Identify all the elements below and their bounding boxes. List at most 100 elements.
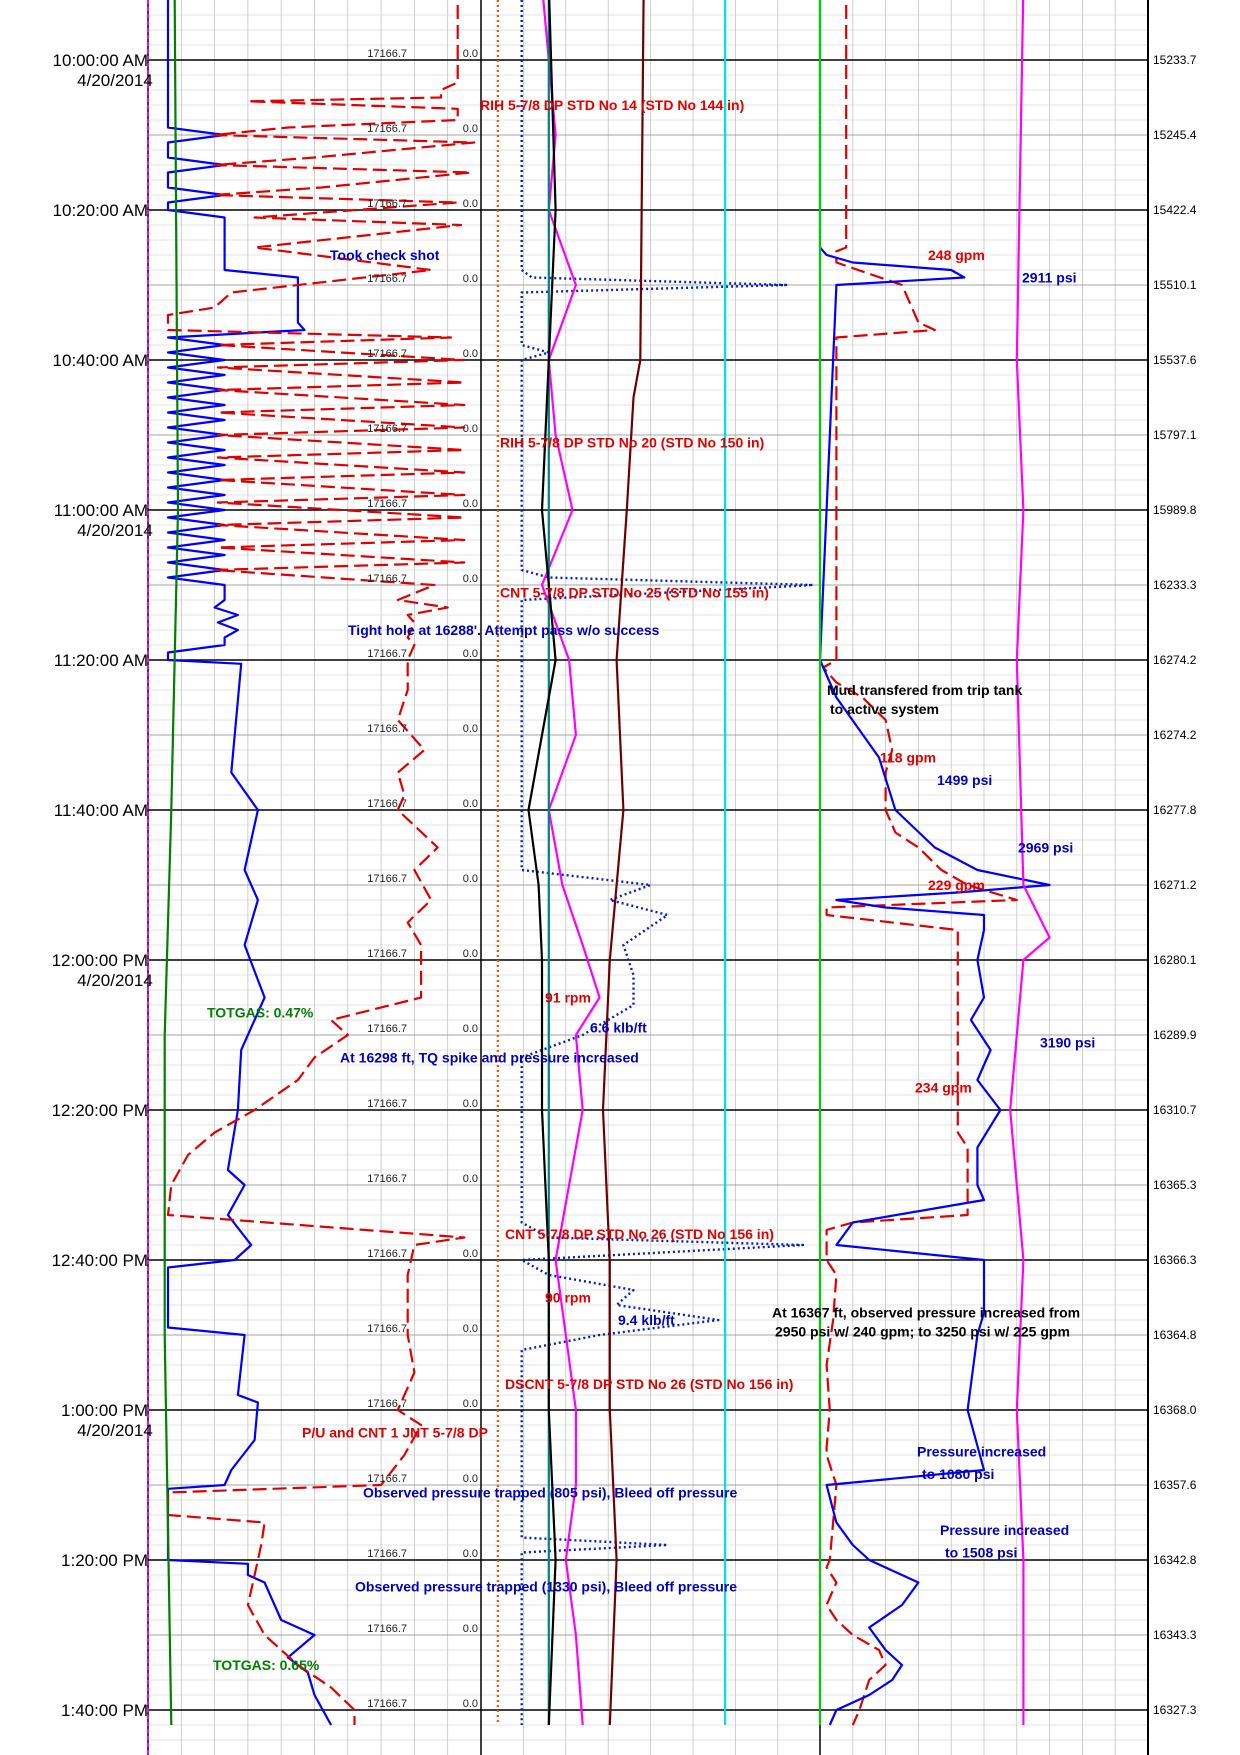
annotation: 234 gpm xyxy=(915,1080,972,1096)
time-tick-label: 1:00:00 PM xyxy=(61,1401,148,1420)
bit-depth-label: 16343.3 xyxy=(1153,1628,1197,1642)
curve-spm xyxy=(540,0,601,1726)
curve-spp xyxy=(818,0,1051,1726)
bit-depth-label: 16366.3 xyxy=(1153,1253,1197,1267)
time-tick-label: 10:00:00 AM xyxy=(53,51,148,70)
hole-depth-label: 17166.7 xyxy=(367,1623,407,1635)
annotation: 2969 psi xyxy=(1018,840,1073,856)
hole-depth-label: 17166.7 xyxy=(367,1023,407,1035)
annotation: Observed pressure trapped (1330 psi), Bl… xyxy=(355,1578,737,1594)
zero-label: 0.0 xyxy=(463,1248,478,1260)
zero-label: 0.0 xyxy=(463,948,478,960)
time-tick-label: 1:20:00 PM xyxy=(61,1551,148,1570)
bit-depth-label: 16365.3 xyxy=(1153,1178,1197,1192)
bit-depth-label: 16289.9 xyxy=(1153,1028,1197,1042)
hole-depth-label: 17166.7 xyxy=(367,1173,407,1185)
zero-label: 0.0 xyxy=(463,1323,478,1335)
bit-depth-label: 16274.2 xyxy=(1153,728,1197,742)
hole-depth-label: 17166.7 xyxy=(367,498,407,510)
time-tick-label: 11:20:00 AM xyxy=(54,651,148,670)
hole-depth-label: 17166.7 xyxy=(367,873,407,885)
curve-blk xyxy=(166,0,333,1726)
annotation: to active system xyxy=(830,701,939,717)
hole-depth-label: 17166.7 xyxy=(367,573,407,585)
zero-label: 0.0 xyxy=(463,498,478,510)
log-annotations: RIH 5-7/8 DP STD No 14 (STD No 144 in) To… xyxy=(207,97,1095,1673)
hole-depth-label: 17166.7 xyxy=(367,1323,407,1335)
hole-depth-label: 17166.7 xyxy=(367,48,407,60)
annotation: Pressure increased xyxy=(917,1443,1046,1459)
bit-depth-label: 16271.2 xyxy=(1153,878,1197,892)
curve-mud2 xyxy=(601,0,645,1726)
bit-depth-label: 16342.8 xyxy=(1153,1553,1197,1567)
bit-depth-label: 15422.4 xyxy=(1153,203,1197,217)
hole-depth-label: 17166.7 xyxy=(367,198,407,210)
annotation: to 1508 psi xyxy=(945,1545,1017,1561)
time-tick-label: 11:40:00 AM xyxy=(54,801,148,820)
hole-depth-label: 17166.7 xyxy=(367,1248,407,1260)
curve-flow xyxy=(822,0,1018,1726)
hole-depth-label: 17166.7 xyxy=(367,648,407,660)
annotation: TOTGAS: 0.47% xyxy=(207,1005,314,1021)
bit-depth-label: 16277.8 xyxy=(1153,803,1197,817)
time-tick-label: 12:40:00 PM xyxy=(52,1251,148,1270)
time-tick-label: 12:00:00 PM xyxy=(52,951,148,970)
annotation: CNT 5-7/8 DP STD No 25 (STD No 155 in) xyxy=(500,585,769,601)
date-tick-label: 4/20/2014 xyxy=(77,1421,153,1440)
hole-depth-label: 17166.7 xyxy=(367,723,407,735)
hole-depth-label: 17166.7 xyxy=(367,273,407,285)
zero-label: 0.0 xyxy=(463,198,478,210)
hole-depth-label: 17166.7 xyxy=(367,423,407,435)
curve-spm2 xyxy=(1009,0,1051,1725)
annotation: 6.6 klb/ft xyxy=(590,1020,647,1036)
zero-label: 0.0 xyxy=(463,1173,478,1185)
bit-depth-label: 16280.1 xyxy=(1153,953,1197,967)
annotation: 248 gpm xyxy=(928,247,985,263)
annotation: TOTGAS: 0.65% xyxy=(213,1657,320,1673)
bit-depth-label: 16364.8 xyxy=(1153,1328,1197,1342)
annotation: Observed pressure trapped (805 psi), Ble… xyxy=(363,1485,737,1501)
annotation: Pressure increased xyxy=(940,1522,1069,1538)
hole-depth-label: 17166.7 xyxy=(367,798,407,810)
zero-label: 0.0 xyxy=(463,1623,478,1635)
zero-label: 0.0 xyxy=(463,1023,478,1035)
zero-label: 0.0 xyxy=(463,573,478,585)
bit-depth-label: 15537.6 xyxy=(1153,353,1197,367)
annotation: 9.4 klb/ft xyxy=(618,1312,675,1328)
zero-label: 0.0 xyxy=(463,273,478,285)
annotation: At 16298 ft, TQ spike and pressure incre… xyxy=(340,1050,639,1066)
annotation: 2911 psi xyxy=(1022,270,1077,286)
annotation: DSCNT 5-7/8 DP STD No 26 (STD No 156 in) xyxy=(505,1376,793,1392)
zero-label: 0.0 xyxy=(463,123,478,135)
date-tick-label: 4/20/2014 xyxy=(77,71,153,90)
time-tick-label: 12:20:00 PM xyxy=(52,1101,148,1120)
bit-depth-label: 15797.1 xyxy=(1153,428,1197,442)
annotation: 118 gpm xyxy=(880,750,936,766)
annotation: P/U and CNT 1 JNT 5-7/8 DP xyxy=(302,1425,488,1441)
hole-depth-label: 17166.7 xyxy=(367,948,407,960)
annotation: At 16367 ft, observed pressure increased… xyxy=(772,1305,1080,1321)
annotation: RIH 5-7/8 DP STD No 14 (STD No 144 in) xyxy=(480,97,744,113)
hole-depth-label: 17166.7 xyxy=(367,1698,407,1710)
bit-depth-label: 16233.3 xyxy=(1153,578,1197,592)
time-tick-label: 1:40:00 PM xyxy=(61,1701,148,1720)
annotation: to 1080 psi xyxy=(922,1466,994,1482)
hole-depth-label: 17166.7 xyxy=(367,1098,407,1110)
bit-depth-label: 15510.1 xyxy=(1153,278,1197,292)
annotation: 2950 psi w/ 240 gpm; to 3250 psi w/ 225 … xyxy=(775,1323,1070,1339)
hole-depth-label: 17166.7 xyxy=(367,123,407,135)
annotation: RIH 5-7/8 DP STD No 20 (STD No 150 in) xyxy=(500,435,764,451)
annotation: Mud transfered from trip tank xyxy=(827,682,1022,698)
bit-depth-label: 16274.2 xyxy=(1153,653,1197,667)
hole-depth-label: 17166.7 xyxy=(367,1548,407,1560)
bit-depth-label: 16327.3 xyxy=(1153,1703,1197,1717)
hole-depth-label: 17166.7 xyxy=(367,1473,407,1485)
bit-depth-label: 16368.0 xyxy=(1153,1403,1197,1417)
bit-depth-label: 16357.6 xyxy=(1153,1478,1197,1492)
hole-depth-label: 17166.7 xyxy=(367,348,407,360)
annotation: Took check shot xyxy=(330,247,440,263)
log-curves xyxy=(163,0,1051,1726)
zero-label: 0.0 xyxy=(463,1473,478,1485)
